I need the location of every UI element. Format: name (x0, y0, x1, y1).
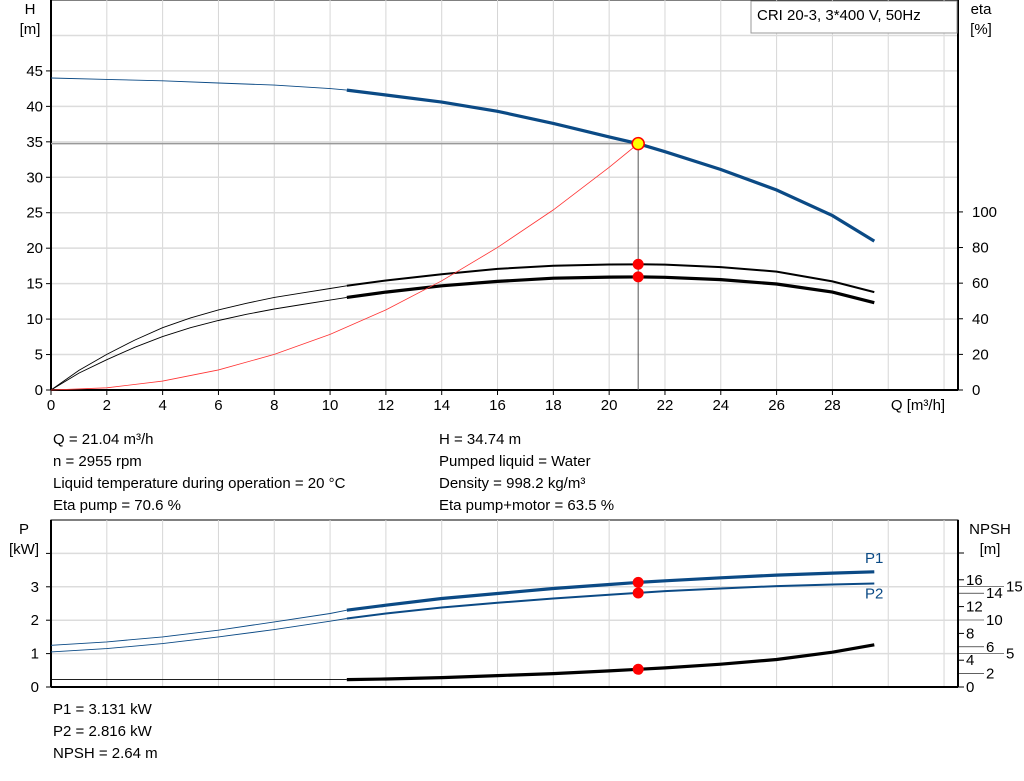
p1-duty-point (632, 576, 644, 588)
y-axis-label: P (19, 521, 29, 538)
plot-area (50, 519, 959, 688)
x-tick-label: 14 (433, 397, 450, 414)
p2-duty-point (632, 587, 644, 599)
info-liquid-temperature: Liquid temperature during operation = 20… (53, 475, 346, 492)
info-npsh: NPSH = 2.64 m (53, 745, 158, 762)
y2-tick-label: 10 (986, 612, 1003, 629)
y-axis-unit: [m] (20, 21, 41, 38)
y-tick-label: 15 (26, 276, 43, 293)
y-tick-label: 2 (31, 612, 39, 629)
p2-curve (346, 582, 875, 620)
y-tick-label: 25 (26, 205, 43, 222)
x-tick-label: 10 (322, 397, 339, 414)
eta_pump-curve (346, 263, 875, 294)
y-axis-label: H (25, 1, 36, 18)
duty-info-right: H = 34.74 m Pumped liquid = Water Densit… (439, 429, 614, 517)
duty-info-left: Q = 21.04 m³/h n = 2955 rpm Liquid tempe… (53, 429, 345, 517)
y2-tick-label: 100 (972, 204, 997, 221)
eta_pump_motor-curve-extended (50, 296, 347, 391)
x-axis-label: Q [m³/h] (891, 397, 945, 414)
p1-series-label: P1 (865, 550, 883, 567)
x-tick-label: 8 (270, 397, 278, 414)
y2-axis-unit: [%] (970, 21, 992, 38)
y2-tick-label: 20 (972, 346, 989, 363)
x-tick-label: 20 (601, 397, 618, 414)
x-tick-label: 0 (47, 397, 55, 414)
y-tick-label: 40 (26, 98, 43, 115)
y2-tick-label: 4 (966, 652, 974, 669)
p2-curve-extended (50, 618, 347, 653)
info-density: Density = 998.2 kg/m³ (439, 475, 586, 492)
eta-pump-duty-point (632, 258, 644, 270)
y2-tick-label: 2 (986, 666, 994, 683)
info-head: H = 34.74 m (439, 431, 522, 448)
x-tick-label: 18 (545, 397, 562, 414)
y2-axis-label: eta (971, 1, 993, 18)
p1-curve-extended (50, 609, 347, 646)
x-tick-label: 28 (824, 397, 841, 414)
head-curve-extended (50, 77, 347, 91)
npsh-curve (346, 643, 875, 682)
x-tick-label: 26 (768, 397, 785, 414)
y-tick-label: 35 (26, 134, 43, 151)
y2-tick-label: 80 (972, 240, 989, 257)
eta_pump-curve-extended (50, 285, 347, 391)
title-box (750, 0, 958, 34)
y-tick-label: 10 (26, 311, 43, 328)
info-pumped-liquid: Pumped liquid = Water (439, 453, 591, 470)
head-efficiency-chart: 0 2 4 6 8 10 12 14 16 18 20 22 24 26 28 Q [m³/h]0510152… (20, 0, 997, 414)
y2-axis-unit: [m] (980, 541, 1001, 558)
plot-area (50, 0, 959, 391)
info-flow: Q = 21.04 m³/h (53, 431, 154, 448)
info-eta-pump: Eta pump = 70.6 % (53, 497, 181, 514)
info-p2: P2 = 2.816 kW (53, 723, 152, 740)
y-tick-label: 45 (26, 63, 43, 80)
y-tick-label: 30 (26, 169, 43, 186)
y-tick-label: 1 (31, 646, 39, 663)
y2-tick-label: 60 (972, 275, 989, 292)
p2-series-label: P2 (865, 585, 883, 602)
operating-point (631, 136, 645, 151)
y2-tick-label: 14 (986, 585, 1003, 602)
x-tick-label: 4 (158, 397, 166, 414)
y2-tick-label: 0 (972, 382, 980, 399)
x-tick-label: 16 (489, 397, 506, 414)
y2-tick-label: 15 (1006, 579, 1023, 596)
y2-tick-label: 8 (966, 625, 974, 642)
x-tick-label: 6 (214, 397, 222, 414)
info-p1: P1 = 3.131 kW (53, 701, 152, 718)
y2-tick-label: 5 (1006, 646, 1014, 663)
p1-curve (346, 570, 875, 612)
eta_pump_motor-curve (346, 275, 875, 305)
y2-tick-label: 40 (972, 311, 989, 328)
x-tick-label: 12 (378, 397, 395, 414)
y-tick-label: 20 (26, 240, 43, 257)
y-tick-label: 0 (35, 382, 43, 399)
info-eta-pump-motor: Eta pump+motor = 63.5 % (439, 497, 615, 514)
x-tick-label: 24 (712, 397, 729, 414)
y2-axis-label: NPSH (969, 521, 1011, 538)
y2-tick-label: 0 (966, 679, 974, 696)
head-curve (346, 88, 876, 243)
y2-tick-label: 16 (966, 572, 983, 589)
x-tick-label: 22 (657, 397, 674, 414)
info-speed: n = 2955 rpm (53, 453, 142, 470)
chart-title: CRI 20-3, 3*400 V, 50Hz (757, 7, 921, 24)
y2-tick-label: 12 (966, 599, 983, 616)
power-info: P1 = 3.131 kW P2 = 2.816 kW NPSH = 2.64 … (53, 699, 158, 765)
eta-pump-motor-duty-point (632, 271, 644, 283)
y-tick-label: 3 (31, 579, 39, 596)
y-tick-label: 5 (35, 347, 43, 364)
y-axis-unit: [kW] (9, 541, 39, 558)
y-tick-label: 0 (31, 679, 39, 696)
npsh-duty-point (632, 663, 644, 675)
y2-tick-label: 6 (986, 639, 994, 656)
x-tick-label: 2 (103, 397, 111, 414)
system-curve (50, 143, 639, 391)
